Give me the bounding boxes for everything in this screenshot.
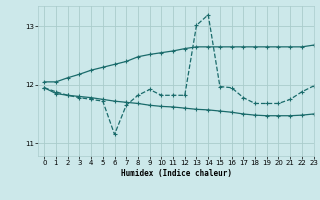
X-axis label: Humidex (Indice chaleur): Humidex (Indice chaleur) [121, 169, 231, 178]
